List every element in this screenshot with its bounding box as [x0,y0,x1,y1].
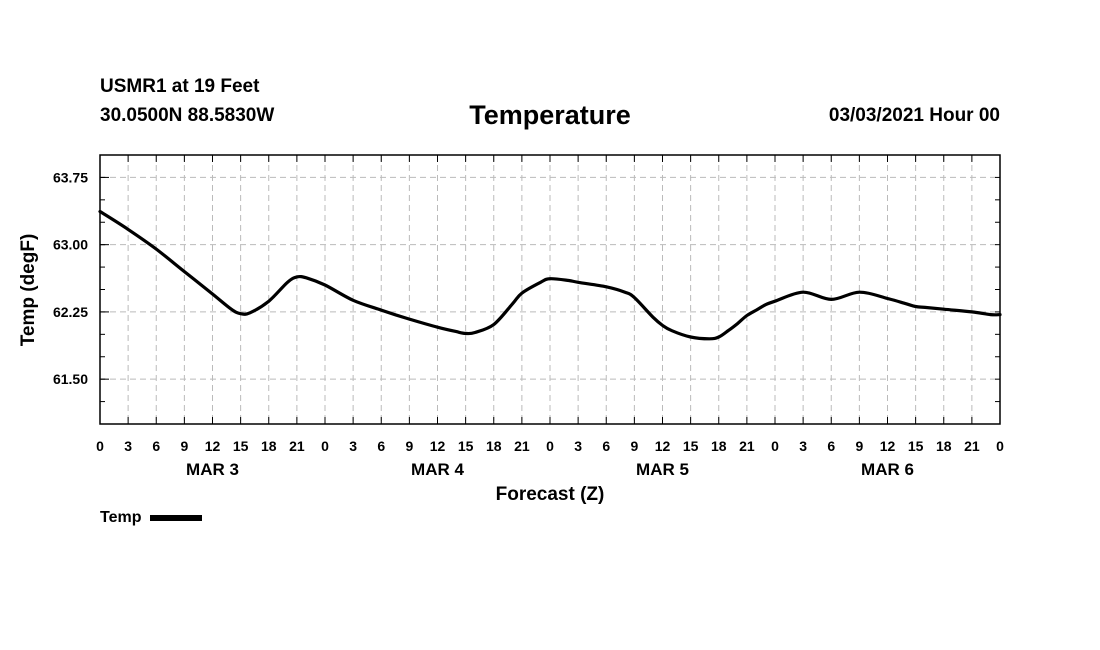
x-tick-label: 15 [683,438,699,454]
x-tick-label: 12 [880,438,896,454]
x-tick-label: 6 [152,438,160,454]
day-label: MAR 4 [411,460,464,479]
x-tick-label: 15 [458,438,474,454]
y-tick-label: 63.75 [53,169,88,185]
series-line-temp [98,209,1002,341]
grid-lines [100,155,1000,424]
x-tick-label: 21 [964,438,980,454]
legend-label: Temp [100,509,142,526]
day-label: MAR 6 [861,460,914,479]
x-tick-label: 18 [936,438,952,454]
x-tick-label: 12 [205,438,221,454]
x-tick-label: 9 [855,438,863,454]
chart-title: Temperature [469,100,631,130]
x-tick-label: 6 [602,438,610,454]
axis-labels: 0 3 6 9 12 15 18 21 0 3 6 9 12 15 18 21 0 3 6 9 12 15 18 21 0 3 6 9… [53,169,1004,479]
x-tick-label: 3 [124,438,132,454]
x-tick-label: 3 [574,438,582,454]
x-tick-label: 6 [377,438,385,454]
x-tick-label: 18 [711,438,727,454]
x-tick-label: 0 [771,438,779,454]
coordinates-label: 30.0500N 88.5830W [100,105,275,126]
x-tick-label: 9 [180,438,188,454]
x-tick-label: 6 [827,438,835,454]
x-tick-label: 21 [514,438,530,454]
y-tick-label: 61.50 [53,371,88,387]
day-label: MAR 3 [186,460,239,479]
y-axis-title: Temp (degF) [18,234,39,347]
y-tick-label: 62.25 [53,304,88,320]
x-tick-label: 0 [96,438,104,454]
x-tick-label: 3 [799,438,807,454]
x-tick-label: 9 [630,438,638,454]
day-label: MAR 5 [636,460,689,479]
x-axis-title: Forecast (Z) [496,484,605,505]
legend: Temp [100,509,203,527]
axis-ticks [99,155,1001,424]
series-layer [98,209,1002,341]
x-tick-label: 12 [655,438,671,454]
x-tick-label: 3 [349,438,357,454]
plot-frame [99,154,1001,425]
x-tick-label: 21 [739,438,755,454]
x-tick-label: 0 [321,438,329,454]
x-tick-label: 18 [261,438,277,454]
x-tick-label: 21 [289,438,305,454]
x-tick-label: 15 [233,438,249,454]
x-tick-label: 15 [908,438,924,454]
station-label: USMR1 at 19 Feet [100,76,260,97]
legend-swatch [150,515,203,521]
x-tick-label: 9 [405,438,413,454]
y-tick-label: 63.00 [53,237,88,253]
x-tick-label: 18 [486,438,502,454]
x-tick-label: 0 [546,438,554,454]
x-tick-label: 0 [996,438,1004,454]
x-tick-label: 12 [430,438,446,454]
forecast-datetime: 03/03/2021 Hour 00 [828,105,1000,126]
